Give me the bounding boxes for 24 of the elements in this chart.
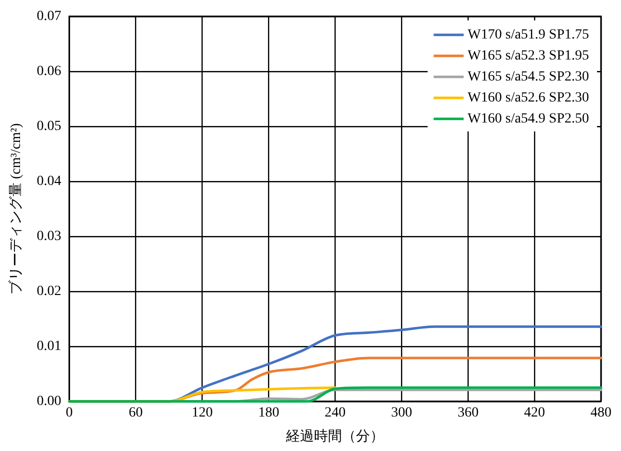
legend-label: W165 s/a54.5 SP2.30	[468, 70, 590, 85]
x-tick-label: 300	[391, 405, 412, 420]
legend-label: W160 s/a52.6 SP2.30	[468, 90, 590, 106]
x-tick-label: 240	[324, 405, 346, 420]
legend-label: W165 s/a52.3 SP1.95	[468, 48, 590, 64]
y-tick-label: 0.06	[36, 64, 62, 80]
y-tick-label: 0.01	[36, 339, 62, 354]
y-tick-label: 0.03	[36, 229, 62, 244]
y-tick-label: 0.07	[36, 9, 62, 24]
x-tick-label: 120	[192, 405, 213, 420]
x-tick-label: 480	[590, 405, 612, 420]
x-tick-label: 0	[66, 405, 73, 420]
x-tick-label: 60	[128, 405, 143, 420]
y-tick-label: 0.04	[36, 174, 62, 190]
y-tick-label: 0.02	[36, 284, 62, 300]
x-tick-label: 360	[458, 405, 479, 420]
y-tick-label: 0.05	[36, 119, 62, 134]
legend-label: W160 s/a54.9 SP2.50	[468, 112, 590, 127]
x-tick-label: 180	[258, 405, 280, 420]
y-axis-title: ブリーディング量 (cm³/cm²)	[8, 122, 24, 295]
x-tick-label: 420	[524, 405, 546, 420]
legend-label: W170 s/a51.9 SP1.75	[468, 28, 590, 43]
y-tick-label: 0.00	[36, 394, 62, 410]
x-axis-title: 経過時間（分）	[285, 428, 384, 444]
